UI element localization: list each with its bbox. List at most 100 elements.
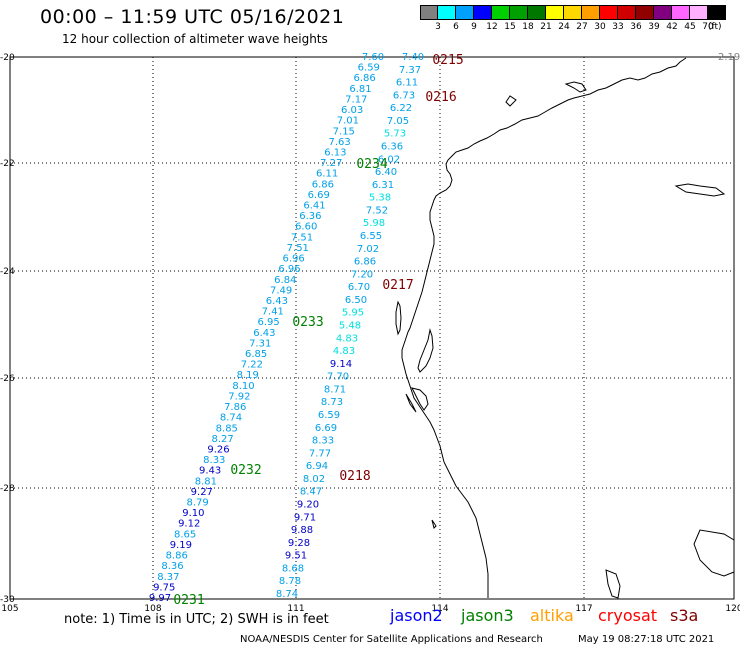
colorbar-swatch	[510, 5, 528, 20]
wave-height-value: 9.12	[178, 519, 200, 530]
wave-height-value: 8.74	[220, 413, 242, 424]
colorbar-label: 15	[504, 22, 516, 32]
pass-label: 0232	[230, 463, 261, 478]
map-title: 00:00 – 11:59 UTC 05/16/2021	[40, 6, 345, 28]
legend-cryosat: cryosat	[598, 606, 658, 625]
colorbar-swatch	[654, 5, 672, 20]
wave-height-value: 7.51	[291, 232, 313, 243]
wave-height-value: 6.69	[315, 423, 337, 434]
colorbar-swatch	[564, 5, 582, 20]
latitude-label: -28	[0, 484, 15, 494]
wave-height-value: 7.15	[333, 126, 355, 137]
colorbar-unit: (ft)	[708, 22, 722, 32]
latitude-label: -24	[0, 267, 15, 277]
legend-jason3: jason3	[461, 606, 514, 625]
colorbar-label: 33	[612, 22, 624, 32]
wave-height-value: 8.02	[303, 474, 325, 485]
wave-height-value: 8.79	[186, 498, 208, 509]
pass-label: 0234	[356, 157, 387, 172]
pass-label: 0218	[339, 469, 370, 484]
wave-height-value: 6.95	[257, 317, 279, 328]
wave-height-value: 8.68	[282, 563, 304, 574]
colorbar-swatch	[672, 5, 690, 20]
colorbar-label: 21	[540, 22, 552, 32]
wave-height-value: 6.96	[278, 264, 300, 275]
colorbar-swatch	[492, 5, 510, 20]
colorbar-label: 42	[666, 22, 678, 32]
colorbar-label: 12	[486, 22, 498, 32]
wave-height-value: 7.49	[270, 285, 292, 296]
pass-labels: 0215 0216 0217 0218 0231 0232 0233 0234	[173, 53, 463, 608]
wave-height-value: 7.20	[351, 269, 373, 280]
longitude-label: 120	[725, 604, 740, 614]
wave-height-value: 9.51	[285, 551, 307, 562]
wave-height-value: 5.95	[342, 308, 364, 319]
colorbar-swatch	[582, 5, 600, 20]
wave-height-value: 7.86	[224, 402, 246, 413]
wave-height-value: 4.83	[336, 333, 358, 344]
colorbar-swatch	[618, 5, 636, 20]
legend-jason2: jason2	[390, 606, 443, 625]
wave-height-value: 7.17	[345, 94, 367, 105]
colorbar-swatch	[438, 5, 456, 20]
wave-height-value: 8.65	[174, 529, 196, 540]
wave-height-value: 6.70	[348, 282, 370, 293]
pass-label: 0216	[425, 90, 456, 105]
pass-label: 0231	[173, 593, 204, 608]
corner-value: 2.19	[718, 52, 740, 63]
wave-height-value: 9.28	[288, 538, 310, 549]
latitude-label: -20	[0, 53, 15, 63]
longitude-label: 117	[575, 604, 592, 614]
wave-height-value: 6.81	[349, 84, 371, 95]
longitude-label: 111	[287, 604, 304, 614]
wave-height-value: 6.36	[299, 211, 321, 222]
wave-height-value: 7.05	[387, 116, 409, 127]
timestamp: May 19 08:27:18 UTC 2021	[578, 634, 715, 645]
colorbar-label: 45	[684, 22, 696, 32]
wave-height-value: 8.85	[216, 423, 238, 434]
wave-height-value: 9.43	[199, 466, 221, 477]
wave-height-value: 7.01	[337, 116, 359, 127]
colorbar-swatch	[546, 5, 564, 20]
wave-height-value: 4.83	[333, 346, 355, 357]
wave-height-value: 8.27	[211, 434, 233, 445]
longitude-label: 114	[431, 604, 448, 614]
wave-height-value: 6.86	[354, 257, 376, 268]
wave-height-value: 6.60	[295, 222, 317, 233]
australia-west-coast	[401, 57, 687, 598]
wave-height-value: 7.51	[287, 243, 309, 254]
pilbara-islands	[674, 183, 726, 197]
map-subtitle: 12 hour collection of altimeter wave hei…	[62, 32, 328, 46]
wave-height-value: 9.26	[207, 445, 229, 456]
colorbar-frame	[420, 5, 726, 20]
colorbar-label: 24	[558, 22, 570, 32]
map-frame	[9, 56, 735, 600]
wave-height-value: 8.81	[195, 476, 217, 487]
wave-height-value: 8.19	[237, 370, 259, 381]
wave-height-value: 7.70	[327, 372, 349, 383]
wave-height-value: 5.48	[339, 321, 361, 332]
colorbar-swatch	[474, 5, 492, 20]
wave-height-value: 6.96	[282, 254, 304, 265]
longitude-label: 105	[1, 604, 18, 614]
legend-altika: altika	[530, 606, 574, 625]
wave-height-value: 6.40	[375, 167, 397, 178]
wave-height-value: 9.20	[297, 500, 319, 511]
colorbar-label: 36	[630, 22, 642, 32]
legend-s3a: s3a	[670, 606, 699, 625]
colorbar-label: 3	[435, 22, 441, 32]
colorbar-label: 27	[576, 22, 588, 32]
latitude-label: -22	[0, 159, 15, 169]
latitude-label: -30	[0, 595, 15, 605]
wave-height-value: 7.31	[249, 338, 271, 349]
wave-height-value: 9.75	[153, 582, 175, 593]
shark-bay-inner	[411, 387, 429, 411]
wave-height-value: 6.73	[393, 90, 415, 101]
wave-height-value: 9.88	[291, 525, 313, 536]
wave-height-value: 6.13	[324, 148, 346, 159]
pass-label: 0233	[292, 315, 323, 330]
colorbar-label: 6	[453, 22, 459, 32]
wave-height-value: 6.86	[312, 179, 334, 190]
wave-height-value: 6.11	[316, 169, 338, 180]
